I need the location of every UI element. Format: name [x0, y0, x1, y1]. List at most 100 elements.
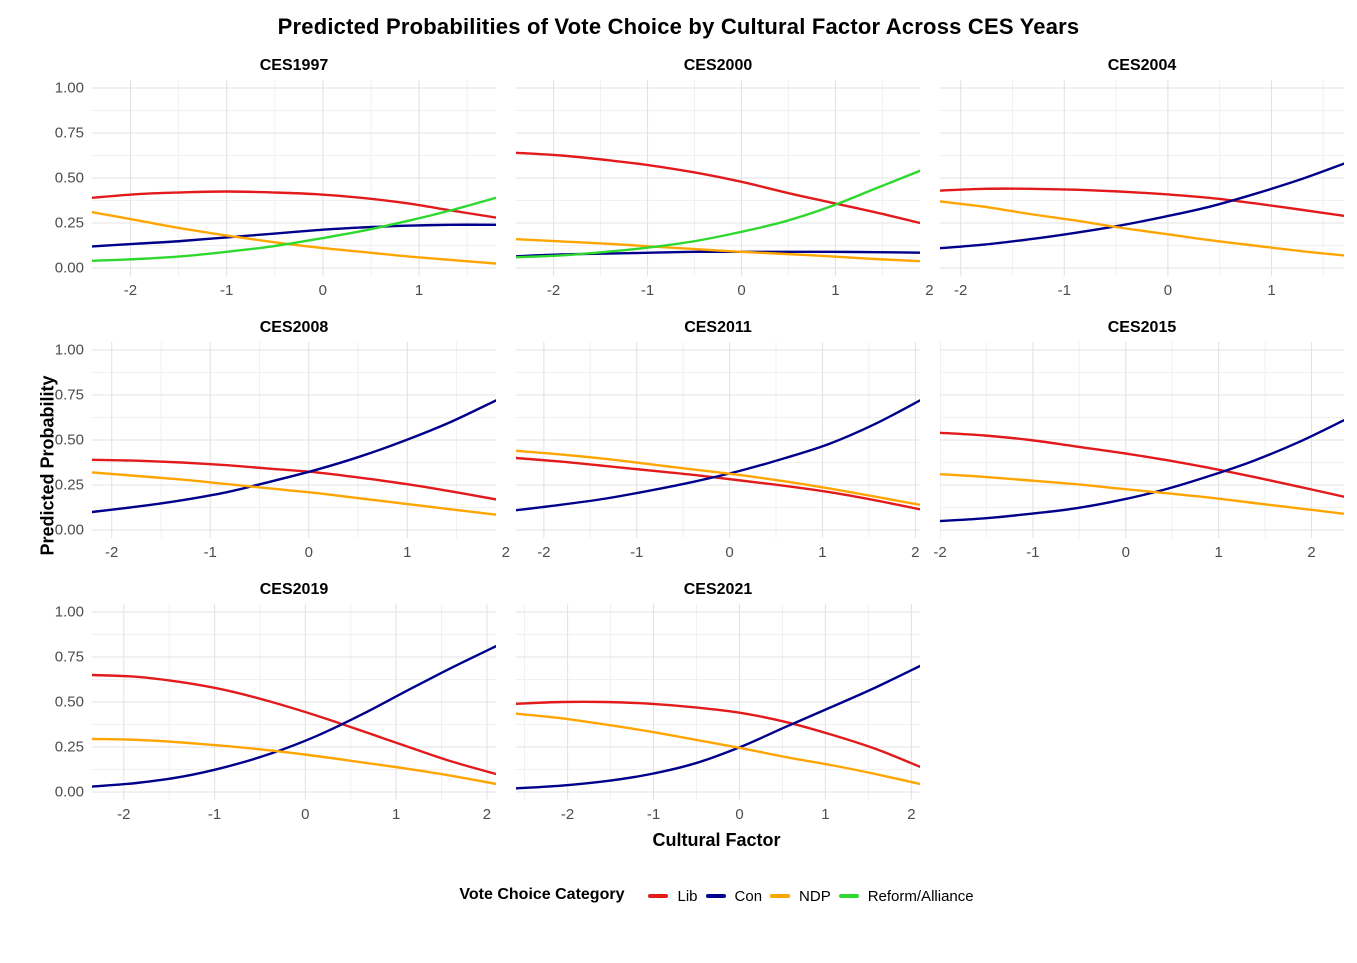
- y-tick-label: 0.50: [54, 169, 84, 187]
- legend: Vote Choice Category Lib Con NDP Reform/All…: [82, 885, 1351, 905]
- series-line-con: [940, 162, 1344, 250]
- x-tick-label: 0: [304, 544, 313, 561]
- y-axis: [932, 342, 940, 538]
- x-tick-label: -2: [933, 544, 947, 561]
- x-tick-label: -2: [954, 282, 968, 299]
- panel-plot: [92, 604, 496, 800]
- x-tick-label: -1: [1057, 282, 1071, 299]
- series-line-ndp: [516, 238, 920, 263]
- series-line-lib: [516, 700, 920, 768]
- legend-key-ndp-icon: [770, 894, 791, 898]
- panel-title: CES2000: [683, 57, 753, 74]
- series-line-ndp: [516, 449, 920, 506]
- y-axis: [508, 604, 516, 800]
- x-tick-label: -1: [640, 282, 655, 299]
- x-tick-label: -2: [560, 806, 575, 823]
- series-line-con: [92, 645, 496, 788]
- series-line-con: [516, 664, 920, 790]
- x-tick-label: 1: [831, 282, 840, 299]
- legend-key-con-icon: [705, 894, 726, 898]
- series-line-reform-alliance: [92, 196, 496, 262]
- x-tick-label: 2: [911, 544, 920, 561]
- x-tick-label: 2: [907, 806, 916, 823]
- legend-label: Con: [734, 887, 763, 905]
- y-tick-label: 1.00: [54, 603, 84, 621]
- x-tick-label: 0: [735, 806, 744, 823]
- x-tick-label: -1: [203, 544, 217, 561]
- series-line-ndp: [92, 471, 496, 516]
- x-tick-label: -1: [646, 806, 661, 823]
- series-line-ndp: [516, 712, 920, 786]
- x-axis: -2 -1 0 1 2: [516, 276, 934, 304]
- panel-title: CES2021: [683, 581, 753, 598]
- x-tick-label: -2: [117, 806, 131, 823]
- x-tick-label: -2: [546, 282, 561, 299]
- legend-entry-lib: Lib: [648, 888, 698, 905]
- series-line-con: [92, 399, 496, 514]
- legend-label: NDP: [799, 887, 831, 905]
- legend-entry-ndp: NDP: [770, 888, 831, 905]
- panel-plot: [940, 342, 1344, 538]
- y-axis: 0.00 0.25 0.50 0.75 1.00: [36, 603, 92, 801]
- legend-entries: Lib Con NDP Reform/Alliance: [640, 885, 974, 905]
- y-tick-label: 0.25: [54, 214, 84, 232]
- x-tick-label: 0: [1163, 282, 1173, 299]
- x-axis: -2 -1 0 1 2: [516, 538, 920, 566]
- x-tick-label: 2: [501, 544, 511, 561]
- panel-title: CES2004: [1107, 57, 1177, 74]
- panel-title: CES1997: [259, 57, 329, 74]
- y-tick-label: 0.25: [54, 738, 84, 756]
- y-tick-label: 0.75: [54, 124, 84, 142]
- y-tick-label: 0.00: [54, 259, 84, 277]
- x-axis: -2 -1 0 1: [92, 276, 496, 304]
- x-axis: -2 -1 0 1 2: [516, 800, 920, 828]
- x-tick-label: 1: [1214, 544, 1223, 561]
- series-line-lib: [940, 431, 1344, 498]
- x-tick-label: 1: [391, 806, 401, 823]
- x-tick-label: -1: [207, 806, 222, 823]
- series-line-reform-alliance: [516, 169, 920, 259]
- x-axis-title: Cultural Factor: [652, 830, 781, 850]
- y-tick-label: 0.50: [54, 431, 84, 449]
- facet-panel-ces2008: 0.00 0.25 0.50 0.75 1.00 CES2008 -2 -1 0 1 2: [36, 316, 510, 566]
- legend-title: Vote Choice Category: [459, 885, 625, 903]
- x-tick-label: 2: [925, 282, 934, 299]
- y-tick-label: 0.75: [54, 648, 84, 666]
- y-axis: [508, 80, 516, 276]
- series-line-con: [92, 223, 496, 248]
- y-tick-label: 1.00: [54, 341, 84, 359]
- series-line-lib: [940, 187, 1344, 217]
- panel-plot: [92, 342, 496, 538]
- panel-plot: [940, 80, 1344, 276]
- x-tick-label: 1: [821, 806, 830, 823]
- facet-panel-ces2015: CES2015 -2 -1 0 1 2: [932, 316, 1344, 566]
- x-tick-label: 1: [403, 544, 412, 561]
- x-tick-label: -2: [105, 544, 119, 561]
- x-axis: -2 -1 0 1 2: [92, 800, 496, 828]
- y-tick-label: 0.00: [54, 783, 84, 801]
- series-line-lib: [92, 673, 496, 776]
- series-line-con: [940, 419, 1344, 523]
- x-axis: -2 -1 0 1: [940, 276, 1344, 304]
- x-tick-label: 0: [725, 544, 734, 561]
- legend-key-reform-alliance-icon: [838, 894, 859, 898]
- x-tick-label: -2: [123, 282, 138, 299]
- panel-plot: [516, 80, 920, 276]
- facet-grid: 0.00 0.25 0.50 0.75 1.00 CES1997 -2 -1 0 1 CES2000…: [36, 54, 1351, 828]
- x-tick-label: 0: [1121, 544, 1130, 561]
- y-tick-label: 0.50: [54, 693, 84, 711]
- facet-panel-ces1997: 0.00 0.25 0.50 0.75 1.00 CES1997 -2 -1 0 1: [36, 54, 496, 304]
- x-tick-label: 1: [1267, 282, 1276, 299]
- y-axis: [508, 342, 516, 538]
- panel-title: CES2008: [259, 319, 329, 336]
- x-tick-label: 0: [737, 282, 746, 299]
- y-tick-label: 0.75: [54, 386, 84, 404]
- panel-title: CES2015: [1107, 319, 1177, 336]
- facet-panel-ces2004: CES2004 -2 -1 0 1: [932, 54, 1344, 304]
- y-axis: 0.00 0.25 0.50 0.75 1.00: [36, 341, 92, 539]
- panel-plot: [516, 604, 920, 800]
- x-tick-label: 0: [301, 806, 310, 823]
- facet-panel-ces2021: CES2021 -2 -1 0 1 2: [508, 578, 920, 828]
- x-tick-label: 1: [414, 282, 424, 299]
